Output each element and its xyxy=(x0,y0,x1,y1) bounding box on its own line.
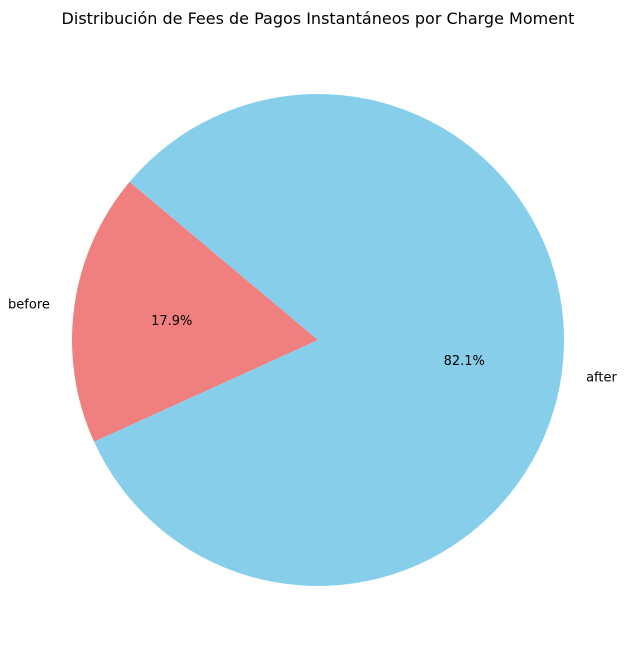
slice-percent-after: 82.1% xyxy=(444,354,485,369)
pie-labels: before 17.9% after 82.1% xyxy=(8,297,617,385)
pie-slices xyxy=(71,94,565,587)
pie-slice-before xyxy=(71,181,319,442)
pie-slice-after xyxy=(94,94,565,587)
slice-percent-before: 17.9% xyxy=(151,314,192,329)
slice-label-after: after xyxy=(586,371,617,386)
slice-label-before: before xyxy=(8,297,50,312)
chart-title: Distribución de Fees de Pagos Instantáne… xyxy=(62,9,575,28)
